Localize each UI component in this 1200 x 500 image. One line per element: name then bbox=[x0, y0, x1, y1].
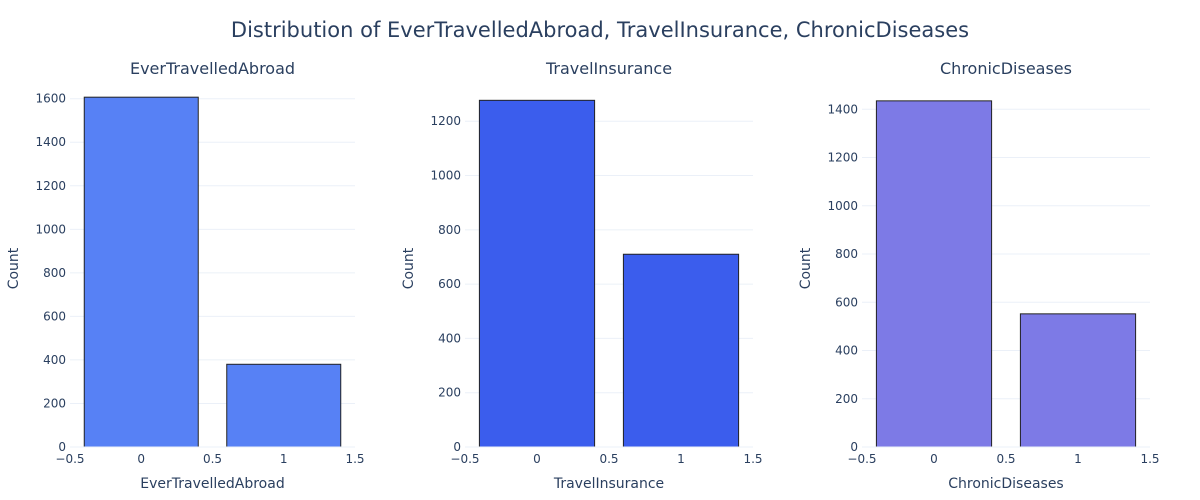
chart-1-y-tick-label: 1000 bbox=[35, 222, 66, 236]
chart-1-title: EverTravelledAbroad bbox=[130, 59, 295, 78]
chart-3-bar-0 bbox=[875, 100, 993, 448]
chart-3-bar-1 bbox=[1019, 313, 1137, 448]
chart-2-bar-1 bbox=[622, 253, 740, 448]
chart-3-x-tick-label: 0 bbox=[930, 452, 938, 466]
chart-2-y-tick-label: 0 bbox=[453, 440, 461, 454]
chart-2-y-tick-label: 600 bbox=[438, 277, 461, 291]
chart-2-x-tick-label: −0.5 bbox=[450, 452, 479, 466]
chart-3-y-tick-label: 600 bbox=[835, 295, 858, 309]
chart-2-y-tick-label: 800 bbox=[438, 223, 461, 237]
chart-3-y-tick-label: 0 bbox=[850, 440, 858, 454]
chart-1-bar-0 bbox=[83, 96, 199, 448]
chart-3-x-tick-label: 0.5 bbox=[996, 452, 1015, 466]
chart-2-x-tick-label: 1.5 bbox=[743, 452, 762, 466]
chart-3-x-tick-label: −0.5 bbox=[847, 452, 876, 466]
chart-1-x-tick-label: −0.5 bbox=[55, 452, 84, 466]
chart-1-x-tick-label: 1 bbox=[280, 452, 288, 466]
chart-2-y-tick-label: 1200 bbox=[430, 114, 461, 128]
chart-3-y-tick-label: 1200 bbox=[827, 151, 858, 165]
chart-1-bar-1 bbox=[226, 363, 342, 448]
chart-1-y-tick-label: 400 bbox=[43, 353, 66, 367]
chart-1-y-tick-label: 200 bbox=[43, 396, 66, 410]
chart-1-y-tick-label: 800 bbox=[43, 266, 66, 280]
chart-2-x-axis-title: TravelInsurance bbox=[553, 476, 664, 492]
chart-1-x-tick-label: 0.5 bbox=[203, 452, 222, 466]
chart-1-y-tick-label: 0 bbox=[58, 440, 66, 454]
chart-2-y-tick-label: 200 bbox=[438, 386, 461, 400]
chart-3-y-tick-label: 400 bbox=[835, 344, 858, 358]
chart-1-y-tick-label: 600 bbox=[43, 309, 66, 323]
chart-1-x-tick-label: 0 bbox=[137, 452, 145, 466]
chart-1-y-tick-label: 1200 bbox=[35, 179, 66, 193]
chart-3-x-tick-label: 1 bbox=[1074, 452, 1082, 466]
chart-3-x-axis-title: ChronicDiseases bbox=[948, 476, 1063, 492]
chart-3-x-tick-label: 1.5 bbox=[1140, 452, 1159, 466]
chart-3-y-axis-title: Count bbox=[798, 247, 814, 289]
chart-3-y-tick-label: 1000 bbox=[827, 199, 858, 213]
chart-2-y-tick-label: 1000 bbox=[430, 169, 461, 183]
chart-1-y-axis-title: Count bbox=[6, 247, 22, 289]
chart-2-x-tick-label: 0 bbox=[533, 452, 541, 466]
chart-3-y-tick-label: 800 bbox=[835, 247, 858, 261]
chart-1-y-tick-label: 1600 bbox=[35, 92, 66, 106]
chart-2-bar-0 bbox=[478, 99, 596, 448]
chart-2-x-tick-label: 1 bbox=[677, 452, 685, 466]
chart-1-x-tick-label: 1.5 bbox=[345, 452, 364, 466]
chart-3-title: ChronicDiseases bbox=[940, 59, 1072, 78]
chart-1-y-tick-label: 1400 bbox=[35, 135, 66, 149]
figure-title: Distribution of EverTravelledAbroad, Tra… bbox=[230, 18, 970, 42]
chart-2-title: TravelInsurance bbox=[545, 59, 672, 78]
chart-1-x-axis-title: EverTravelledAbroad bbox=[140, 476, 284, 492]
chart-3-y-tick-label: 200 bbox=[835, 392, 858, 406]
chart-3-y-tick-label: 1400 bbox=[827, 102, 858, 116]
chart-2-x-tick-label: 0.5 bbox=[599, 452, 618, 466]
chart-2-y-tick-label: 400 bbox=[438, 331, 461, 345]
chart-2-y-axis-title: Count bbox=[401, 247, 417, 289]
